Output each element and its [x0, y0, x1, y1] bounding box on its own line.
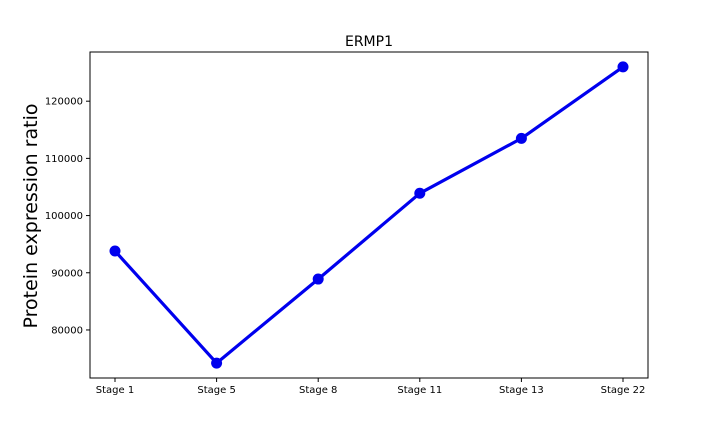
plot-area: 80000 90000 100000 110000 120000 Stage 1 Stage… [45, 61, 646, 396]
y-axis-label: Protein expression ratio [20, 104, 42, 329]
series-line [113, 65, 625, 365]
y-tick-label: 80000 [51, 325, 83, 336]
x-tick-label: Stage 5 [197, 385, 235, 396]
x-tick-label: Stage 11 [397, 385, 442, 396]
data-point [617, 61, 629, 73]
x-tick-label: Stage 22 [601, 385, 646, 396]
y-tick-label: 120000 [45, 97, 83, 108]
x-tick-label: Stage 1 [96, 385, 134, 396]
plot-frame [89, 51, 649, 379]
x-tick-label: Stage 13 [499, 385, 544, 396]
x-tick-label: Stage 8 [299, 385, 337, 396]
y-tick-label: 90000 [51, 268, 83, 279]
y-tick-label: 100000 [45, 211, 83, 222]
data-point [414, 187, 426, 199]
y-tick-label: 110000 [45, 154, 83, 165]
data-point [109, 245, 121, 257]
chart-title: ERMP1 [345, 34, 393, 50]
data-point [211, 357, 223, 369]
data-point [515, 132, 527, 144]
data-point [312, 273, 324, 285]
